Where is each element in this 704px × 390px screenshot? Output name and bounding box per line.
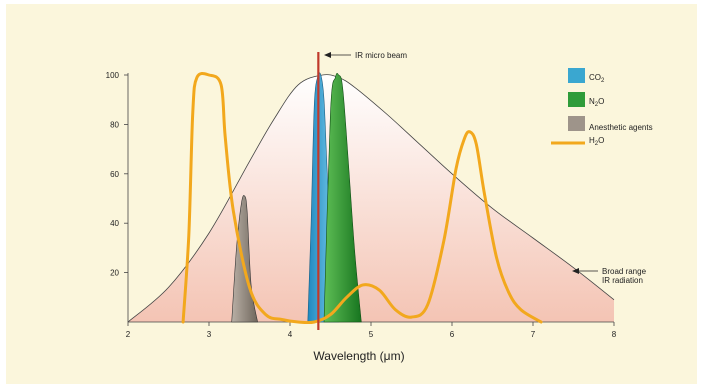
x-tick-label: 7 [531, 330, 536, 339]
legend-label-co2: CO2 [589, 73, 605, 84]
y-tick-label: 20 [110, 269, 119, 278]
broad-label-line1: Broad range [602, 267, 647, 276]
beam-label: IR micro beam [355, 51, 407, 60]
x-tick-label: 5 [369, 330, 374, 339]
legend-swatch-n2o [568, 92, 585, 107]
n2o-band [323, 73, 362, 323]
spectrum-chart: 20 40 60 80 100 2 3 4 5 6 7 8 IR micro beam Broad … [106, 51, 653, 363]
legend-swatch-anesthetic [568, 116, 585, 131]
x-tick-label: 8 [612, 330, 617, 339]
x-tick-label: 6 [450, 330, 455, 339]
x-axis: 2 3 4 5 6 7 8 [126, 321, 617, 339]
y-tick-label: 100 [106, 71, 120, 80]
legend-label-h2o: H2O [589, 136, 604, 147]
legend-swatch-co2 [568, 68, 585, 83]
x-axis-label: Wavelength (μm) [313, 349, 404, 363]
legend-label-anesthetic: Anesthetic agents [589, 123, 653, 132]
y-axis: 20 40 60 80 100 [106, 71, 129, 322]
beam-annotation: IR micro beam [324, 51, 407, 60]
beam-arrowhead [324, 52, 331, 58]
legend-label-n2o: N2O [589, 97, 604, 108]
broad-annotation: Broad range IR radiation [572, 267, 647, 285]
y-tick-label: 40 [110, 219, 119, 228]
chart-panel: 20 40 60 80 100 2 3 4 5 6 7 8 IR micro beam Broad … [6, 4, 697, 384]
x-tick-label: 4 [288, 330, 293, 339]
y-tick-label: 80 [110, 120, 119, 129]
legend: CO2 N2O Anesthetic agents H2O [551, 68, 653, 147]
broad-label-line2: IR radiation [602, 276, 643, 285]
x-tick-label: 3 [207, 330, 212, 339]
broad-arrowhead [572, 268, 579, 274]
y-tick-label: 60 [110, 170, 119, 179]
x-tick-label: 2 [126, 330, 131, 339]
h2o-curve [181, 71, 543, 325]
broad-range-ir-curve [127, 74, 615, 323]
